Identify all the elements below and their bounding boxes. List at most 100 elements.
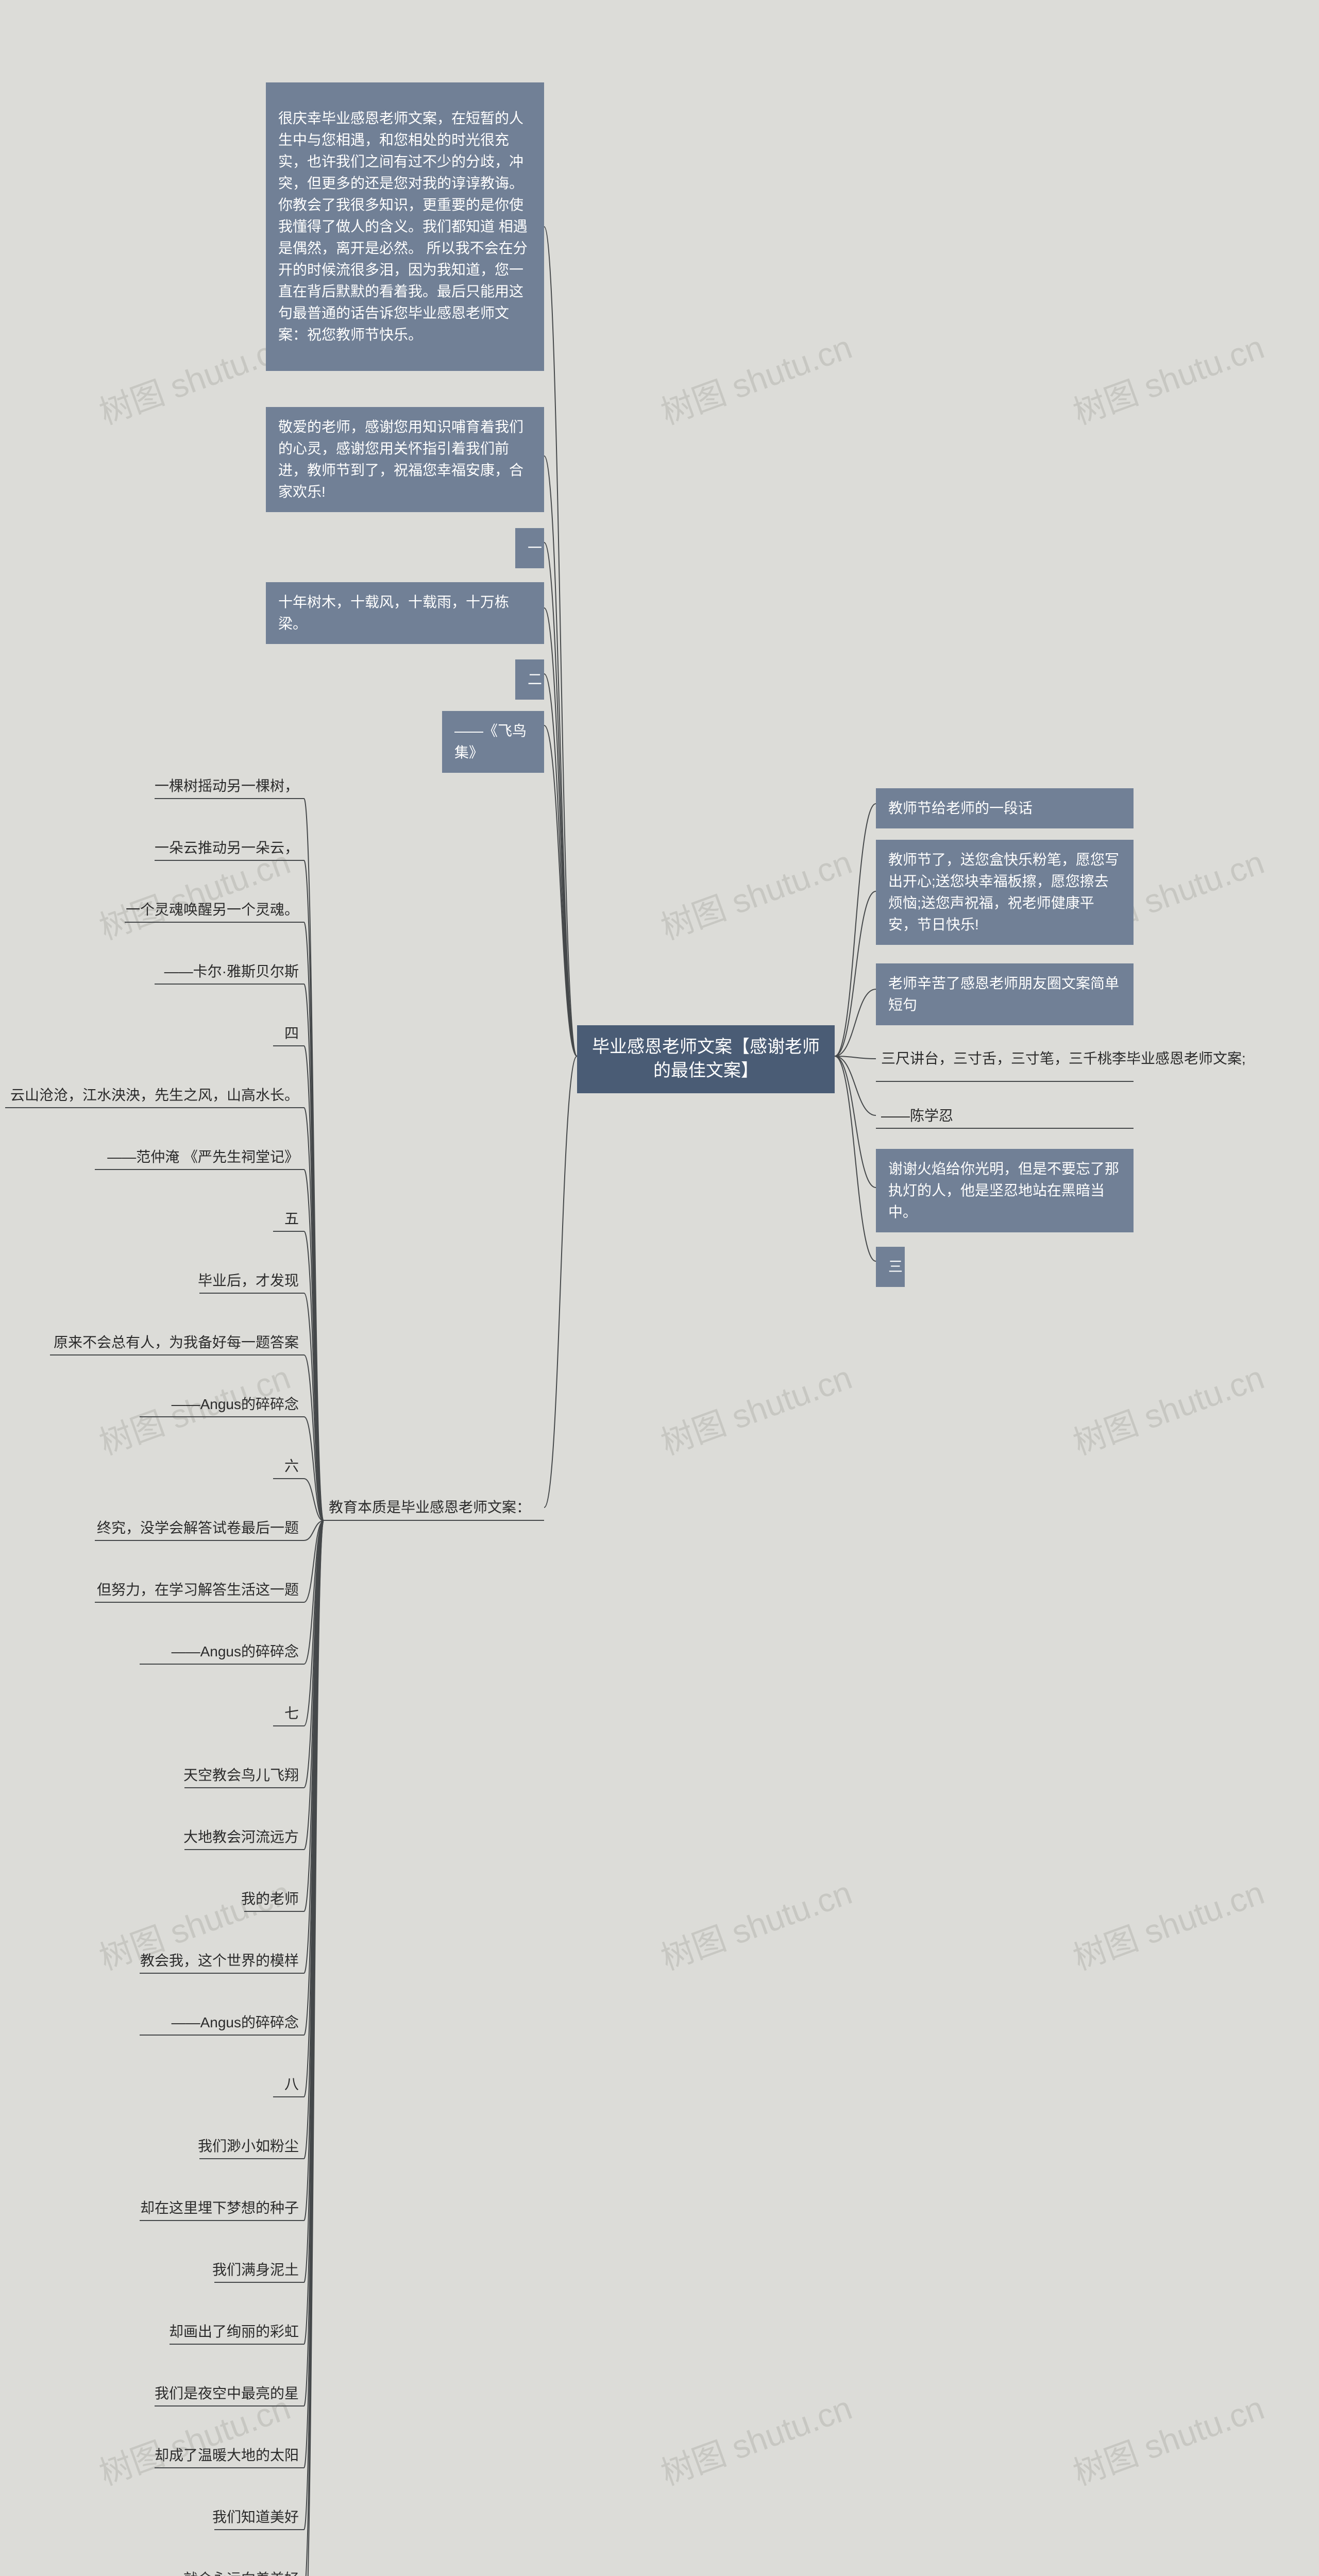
watermark: 树图 shutu.cn: [654, 321, 858, 434]
root-node: 毕业感恩老师文案【感谢老师的最佳文案】: [577, 1025, 835, 1093]
lc9-label: 毕业后，才发现: [198, 1270, 299, 1291]
lc2: 一朵云推动另一朵云，: [155, 835, 304, 861]
lc6-label: 云山沧沧，江水泱泱，先生之风，山高水长。: [10, 1085, 299, 1105]
lc7: ——范仲淹 《严先生祠堂记》: [95, 1144, 304, 1170]
watermark: 树图 shutu.cn: [654, 2382, 858, 2495]
lc22-label: 八: [284, 2074, 299, 2094]
lc4: ——卡尔·雅斯贝尔斯: [155, 958, 304, 985]
lt3-label: 一: [528, 537, 542, 559]
lc20: 教会我，这个世界的模样: [140, 1947, 304, 1974]
lc14: 但努力，在学习解答生活这一题: [95, 1577, 304, 1603]
lc8: 五: [273, 1206, 304, 1232]
lc7-label: ——范仲淹 《严先生祠堂记》: [107, 1147, 299, 1167]
mindmap-canvas: 树图 shutu.cn 树图 shutu.cn 树图 shutu.cn 树图 shut…: [0, 0, 1319, 2576]
lt1-label: 很庆幸毕业感恩老师文案，在短暂的人生中与您相遇，和您相处的时光很充实，也许我们之…: [278, 108, 532, 346]
lc13-label: 终究，没学会解答试卷最后一题: [97, 1518, 299, 1538]
lt5-label: 二: [528, 669, 542, 690]
lc1: 一棵树摇动另一棵树，: [155, 773, 304, 799]
lc16: 七: [273, 1700, 304, 1726]
left-hub: 教育本质是毕业感恩老师文案：: [324, 1494, 544, 1521]
rc6: 谢谢火焰给你光明，但是不要忘了那执灯的人，他是坚忍地站在黑暗当中。: [876, 1149, 1134, 1232]
lc11-label: ——Angus的碎碎念: [172, 1394, 299, 1414]
rc2: 教师节了，送您盒快乐粉笔，愿您写出开心;送您块幸福板擦，愿您擦去烦恼;送您声祝福…: [876, 840, 1134, 945]
lt4: 十年树木，十载风，十载雨，十万栋梁。: [266, 582, 544, 644]
lc10: 原来不会总有人，为我备好每一题答案: [50, 1329, 304, 1355]
lc1-label: 一棵树摇动另一棵树，: [155, 776, 299, 796]
lc25: 我们满身泥土: [214, 2257, 304, 2283]
lc29: 我们知道美好: [214, 2504, 304, 2530]
lc17-label: 天空教会鸟儿飞翔: [183, 1765, 299, 1785]
watermark: 树图 shutu.cn: [92, 321, 296, 434]
lt4-label: 十年树木，十载风，十载雨，十万栋梁。: [278, 591, 532, 635]
lc8-label: 五: [284, 1209, 299, 1229]
lc3-label: 一个灵魂唤醒另一个灵魂。: [126, 900, 299, 920]
lc19: 我的老师: [244, 1886, 304, 1912]
lc2-label: 一朵云推动另一朵云，: [155, 838, 299, 858]
lt1: 很庆幸毕业感恩老师文案，在短暂的人生中与您相遇，和您相处的时光很充实，也许我们之…: [266, 82, 544, 371]
lc30-label: 就会永远向着美好: [183, 2569, 299, 2576]
lc3: 一个灵魂唤醒另一个灵魂。: [125, 896, 304, 923]
rc5: ——陈学忍: [876, 1103, 1134, 1129]
lc28-label: 却成了温暖大地的太阳: [155, 2445, 299, 2465]
lc21: ——Angus的碎碎念: [140, 2009, 304, 2036]
lc4-label: ——卡尔·雅斯贝尔斯: [164, 961, 299, 981]
watermark: 树图 shutu.cn: [1066, 2382, 1270, 2495]
lc13: 终究，没学会解答试卷最后一题: [95, 1515, 304, 1541]
lt3: 一: [515, 528, 544, 568]
rc1: 教师节给老师的一段话: [876, 788, 1134, 828]
lc30: 就会永远向着美好: [184, 2566, 304, 2576]
lt6-label: ——《飞鸟集》: [454, 720, 532, 764]
lc24-label: 却在这里埋下梦想的种子: [140, 2198, 299, 2218]
watermark: 树图 shutu.cn: [654, 1867, 858, 1979]
watermark: 树图 shutu.cn: [654, 836, 858, 949]
lc19-label: 我的老师: [241, 1889, 299, 1909]
lt2: 敬爱的老师，感谢您用知识哺育着我们的心灵，感谢您用关怀指引着我们前进，教师节到了…: [266, 407, 544, 512]
lc17: 天空教会鸟儿飞翔: [184, 1762, 304, 1788]
lc25-label: 我们满身泥土: [212, 2260, 299, 2280]
lc18: 大地教会河流远方: [184, 1824, 304, 1850]
watermark: 树图 shutu.cn: [1066, 1351, 1270, 1464]
lc23: 我们渺小如粉尘: [199, 2133, 304, 2159]
lc6: 云山沧沧，江水泱泱，先生之风，山高水长。: [5, 1082, 304, 1108]
lt2-label: 敬爱的老师，感谢您用知识哺育着我们的心灵，感谢您用关怀指引着我们前进，教师节到了…: [278, 416, 532, 503]
rc4-label: 三尺讲台，三寸舌，三寸笔，三千桃李毕业感恩老师文案;: [881, 1048, 1246, 1069]
root-node-label: 毕业感恩老师文案【感谢老师的最佳文案】: [591, 1036, 820, 1083]
rc3-label: 老师辛苦了感恩老师朋友圈文案简单短句: [888, 973, 1121, 1016]
lc27-label: 我们是夜空中最亮的星: [155, 2383, 299, 2403]
lc11: ——Angus的碎碎念: [140, 1391, 304, 1417]
lc26-label: 却画出了绚丽的彩虹: [169, 2321, 299, 2342]
lc10-label: 原来不会总有人，为我备好每一题答案: [54, 1332, 299, 1352]
rc4: 三尺讲台，三寸舌，三寸笔，三千桃李毕业感恩老师文案;: [876, 1036, 1134, 1082]
rc7: 三: [876, 1247, 905, 1287]
rc5-label: ——陈学忍: [881, 1106, 953, 1126]
watermark: 树图 shutu.cn: [1066, 321, 1270, 434]
lc5: 四: [273, 1020, 304, 1046]
watermark: 树图 shutu.cn: [1066, 1867, 1270, 1979]
lc18-label: 大地教会河流远方: [183, 1827, 299, 1847]
rc1-label: 教师节给老师的一段话: [888, 798, 1033, 819]
lc28: 却成了温暖大地的太阳: [155, 2442, 304, 2468]
lc27: 我们是夜空中最亮的星: [155, 2380, 304, 2406]
lc24: 却在这里埋下梦想的种子: [140, 2195, 304, 2221]
rc2-label: 教师节了，送您盒快乐粉笔，愿您写出开心;送您块幸福板擦，愿您擦去烦恼;送您声祝福…: [888, 849, 1121, 936]
lc15-label: ——Angus的碎碎念: [172, 1641, 299, 1662]
rc6-label: 谢谢火焰给你光明，但是不要忘了那执灯的人，他是坚忍地站在黑暗当中。: [888, 1158, 1121, 1223]
lc15: ——Angus的碎碎念: [140, 1638, 304, 1665]
watermark: 树图 shutu.cn: [654, 1351, 858, 1464]
lc16-label: 七: [284, 1703, 299, 1723]
lc29-label: 我们知道美好: [212, 2507, 299, 2527]
lc12: 六: [273, 1453, 304, 1479]
lc5-label: 四: [284, 1023, 299, 1043]
lc14-label: 但努力，在学习解答生活这一题: [97, 1580, 299, 1600]
lt6: ——《飞鸟集》: [442, 711, 544, 773]
rc7-label: 三: [888, 1256, 903, 1278]
lc20-label: 教会我，这个世界的模样: [140, 1951, 299, 1971]
lc9: 毕业后，才发现: [199, 1267, 304, 1294]
lc23-label: 我们渺小如粉尘: [198, 2136, 299, 2156]
left-hub-label: 教育本质是毕业感恩老师文案：: [329, 1497, 531, 1517]
lc26: 却画出了绚丽的彩虹: [170, 2318, 304, 2345]
lc12-label: 六: [284, 1456, 299, 1476]
lc21-label: ——Angus的碎碎念: [172, 2012, 299, 2032]
rc3: 老师辛苦了感恩老师朋友圈文案简单短句: [876, 963, 1134, 1025]
lt5: 二: [515, 659, 544, 700]
